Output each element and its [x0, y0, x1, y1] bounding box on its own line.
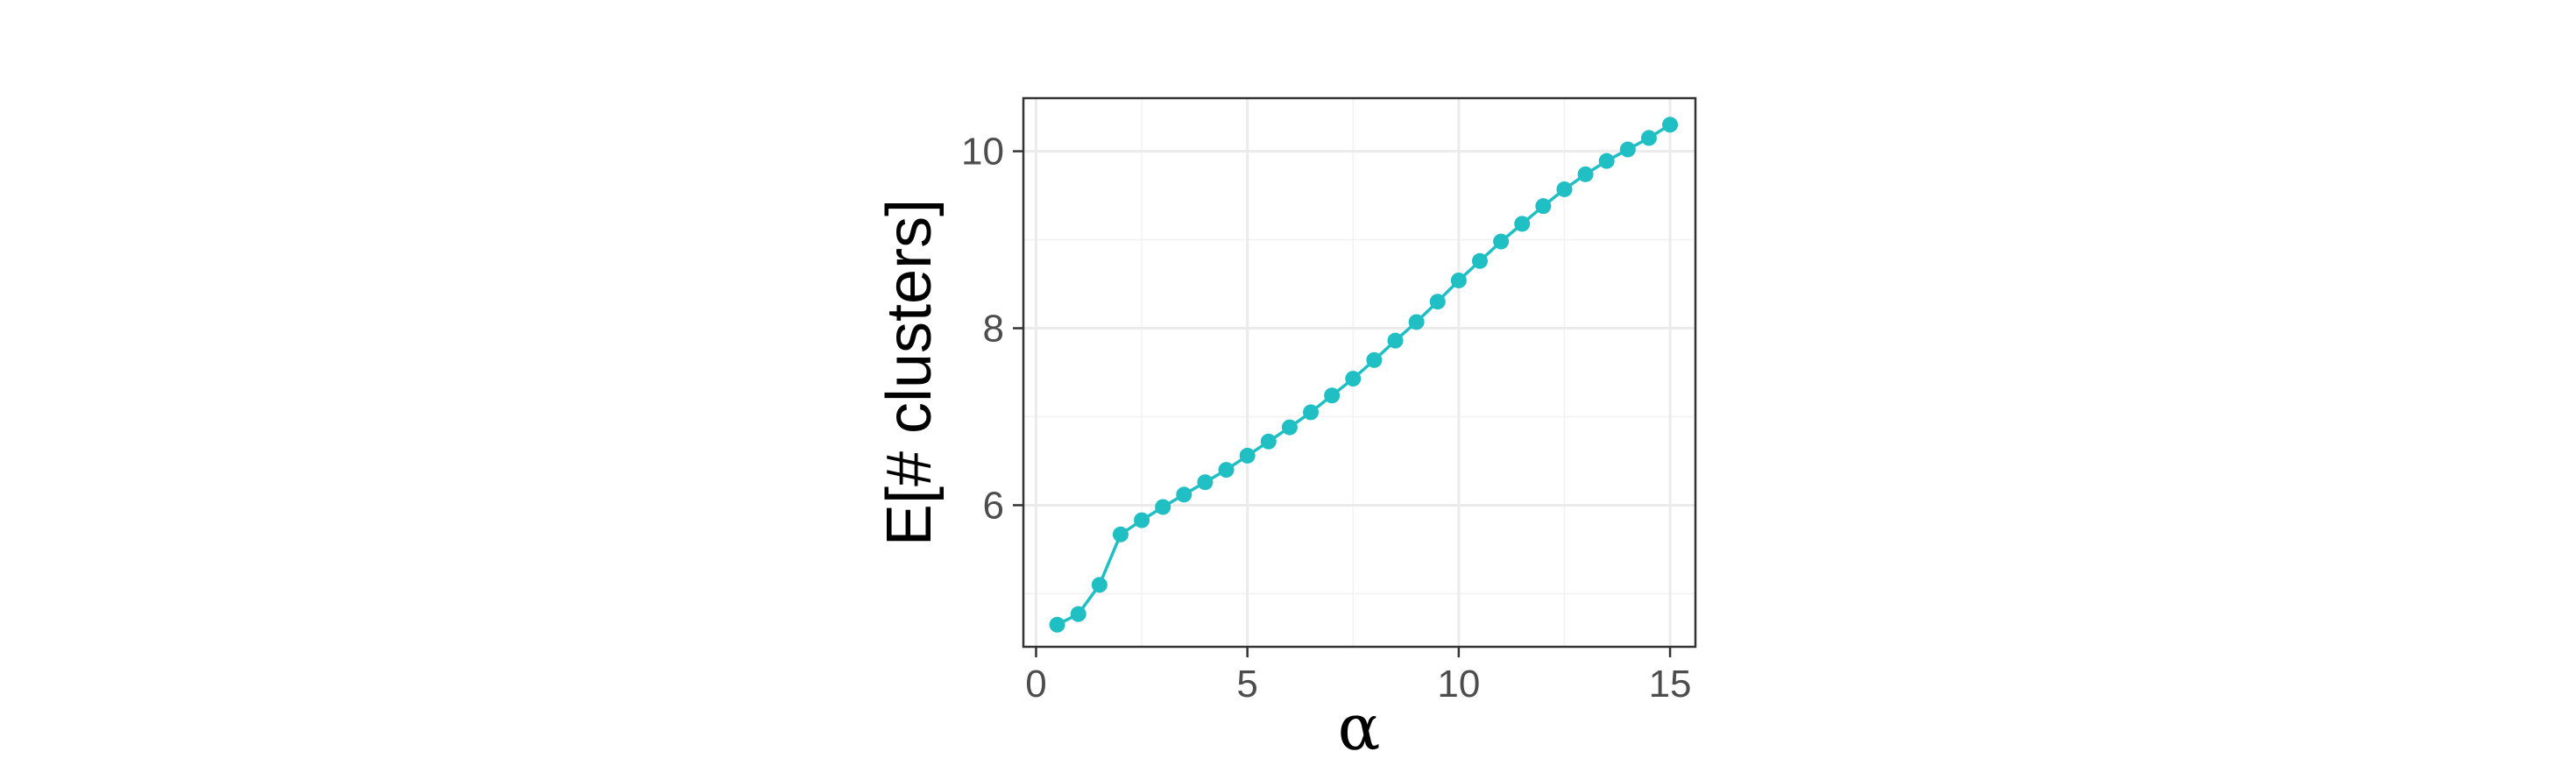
data-point	[1218, 462, 1235, 479]
x-axis-title: α	[1338, 691, 1381, 764]
data-point	[1387, 332, 1404, 349]
series-layer	[1049, 117, 1679, 633]
data-point	[1408, 314, 1425, 330]
data-point	[1514, 216, 1531, 232]
data-point	[1577, 166, 1594, 182]
panel-border	[1022, 96, 1697, 649]
x-tick-label: 10	[1437, 663, 1480, 706]
data-point	[1070, 606, 1086, 622]
x-tick-label: 15	[1649, 663, 1692, 706]
data-point	[1493, 233, 1510, 250]
data-point	[1471, 252, 1488, 269]
data-point	[1450, 272, 1467, 288]
data-point	[1091, 577, 1108, 593]
data-point	[1049, 616, 1065, 633]
data-point	[1134, 512, 1150, 528]
y-axis-title: E[# clusters]	[874, 199, 945, 546]
y-tick-label: 6	[983, 484, 1004, 527]
data-point	[1112, 526, 1129, 543]
data-point	[1303, 404, 1320, 421]
data-point	[1429, 294, 1446, 310]
data-point	[1155, 499, 1171, 515]
x-axis: 0 5 10 15	[1025, 647, 1692, 706]
data-point	[1556, 181, 1573, 197]
data-point	[1619, 141, 1636, 158]
x-tick-label: 5	[1236, 663, 1257, 706]
y-tick-label: 10	[961, 131, 1004, 174]
data-point	[1239, 447, 1256, 464]
data-point	[1197, 474, 1214, 491]
y-tick-label: 8	[983, 308, 1004, 351]
data-point	[1345, 371, 1362, 387]
data-point	[1176, 486, 1192, 503]
grid-major	[1023, 98, 1695, 647]
data-point	[1662, 117, 1679, 133]
data-point	[1260, 433, 1277, 450]
data-point	[1324, 387, 1341, 404]
data-point	[1640, 130, 1657, 146]
data-point	[1366, 351, 1383, 368]
x-tick-label: 0	[1025, 663, 1046, 706]
data-point	[1281, 419, 1298, 436]
y-axis: 6 8 10	[961, 131, 1023, 527]
data-point	[1535, 198, 1552, 215]
data-point	[1598, 152, 1615, 169]
